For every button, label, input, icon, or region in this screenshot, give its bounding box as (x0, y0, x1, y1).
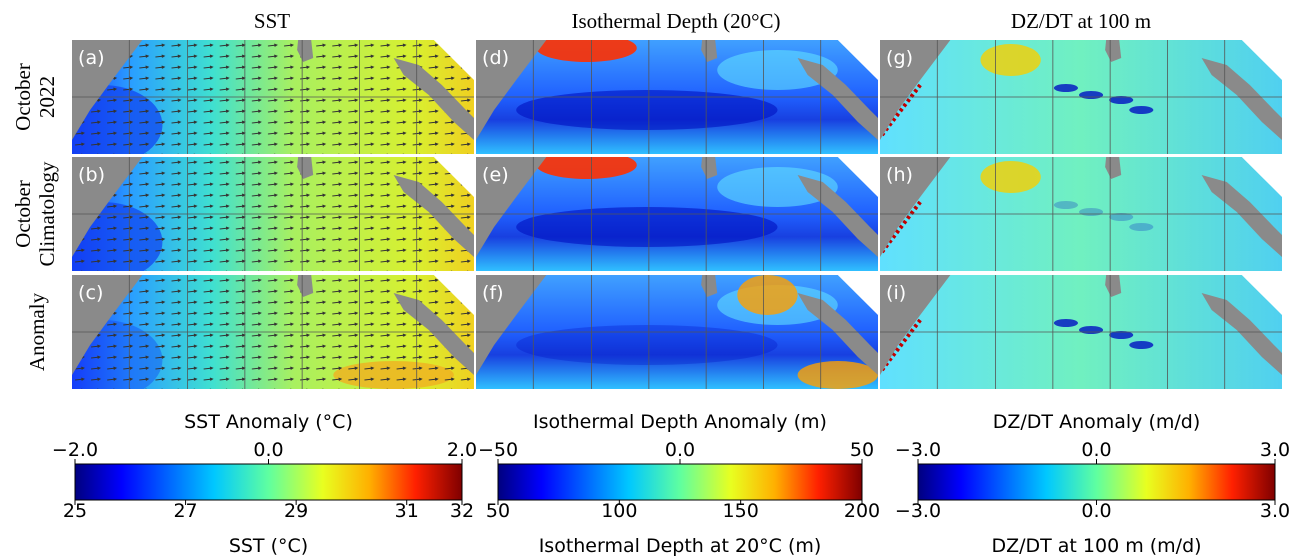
colorbar (917, 463, 1276, 501)
row-label: 2022 (35, 76, 59, 118)
colorbar-tick-label: 3.0 (1260, 439, 1290, 461)
colorbar (497, 463, 863, 501)
column-title: Isothermal Depth (20°C) (571, 9, 780, 33)
map-panel: (g) (880, 40, 1282, 154)
colorbar-tick-label: −2.0 (52, 439, 98, 461)
colorbar-tick-label: 32 (450, 500, 474, 522)
row-label: Anomaly (25, 292, 49, 371)
colorbar-tick-label: 0.0 (1081, 500, 1111, 522)
colorbar-tick-label: −3.0 (895, 439, 941, 461)
column-title: SST (254, 9, 290, 33)
colorbar-tick-label: 200 (844, 500, 880, 522)
row-label: October (11, 180, 35, 248)
colorbar-tick-label: 50 (486, 500, 510, 522)
panel-label: (e) (482, 164, 509, 186)
map-panel: (b) (72, 157, 474, 271)
map-panel: (a) (72, 40, 474, 154)
colorbar-tick-label: −3.0 (895, 500, 941, 522)
map-panel: (d) (476, 40, 878, 154)
map-panel: (h) (880, 157, 1282, 271)
colorbar-tick-label: 27 (173, 500, 197, 522)
row-labels: October 2022 October Climatology Anomaly (11, 63, 59, 371)
colorbar-tick-label: 0.0 (665, 439, 695, 461)
colorbar-tick-label: 150 (723, 500, 759, 522)
panel-label: (g) (886, 47, 913, 69)
colorbar-bottom-label: DZ/DT at 100 m (m/d) (991, 535, 1201, 557)
map-panel: (f) (476, 275, 878, 389)
colorbar (74, 463, 463, 501)
panel-label: (a) (78, 47, 105, 69)
colorbar-tick-label: 100 (601, 500, 637, 522)
colorbar-tick-label: 0.0 (253, 439, 283, 461)
column-title: DZ/DT at 100 m (1011, 9, 1151, 33)
panel-label: (h) (886, 164, 913, 186)
colorbar-tick-label: 50 (850, 439, 874, 461)
colorbar-tick-label: 3.0 (1260, 500, 1290, 522)
colorbar-top-label: Isothermal Depth Anomaly (m) (533, 411, 827, 433)
colorbars: SST Anomaly (°C) SST (°C) −2.0 0.0 2.0 25 27 29… (52, 411, 1290, 557)
panel-label: (b) (78, 164, 105, 186)
map-panels: (a) (b) (c) (d) (e) (f) (g) (h) (i) (72, 40, 1282, 389)
colorbar-tick-label: 25 (63, 500, 87, 522)
colorbar-top-label: SST Anomaly (°C) (184, 411, 353, 433)
colorbar-bottom-label: Isothermal Depth at 20°C (m) (539, 535, 822, 557)
row-label: Climatology (35, 161, 59, 267)
map-panel: (i) (880, 275, 1282, 389)
panel-label: (i) (886, 282, 906, 304)
map-panel: (e) (476, 157, 878, 271)
colorbar-tick-label: 0.0 (1081, 439, 1111, 461)
colorbar-tick-label: 31 (395, 500, 419, 522)
colorbar-tick-label: 2.0 (447, 439, 477, 461)
panel-label: (d) (482, 47, 509, 69)
colorbar-tick-label: −50 (478, 439, 518, 461)
colorbar-bottom-label: SST (°C) (229, 535, 308, 557)
panel-label: (c) (78, 282, 103, 304)
row-label: October (11, 63, 35, 131)
colorbar-top-label: DZ/DT Anomaly (m/d) (993, 411, 1201, 433)
colorbar-tick-label: 29 (284, 500, 308, 522)
map-panel: (c) (72, 275, 474, 389)
panel-label: (f) (482, 282, 504, 304)
